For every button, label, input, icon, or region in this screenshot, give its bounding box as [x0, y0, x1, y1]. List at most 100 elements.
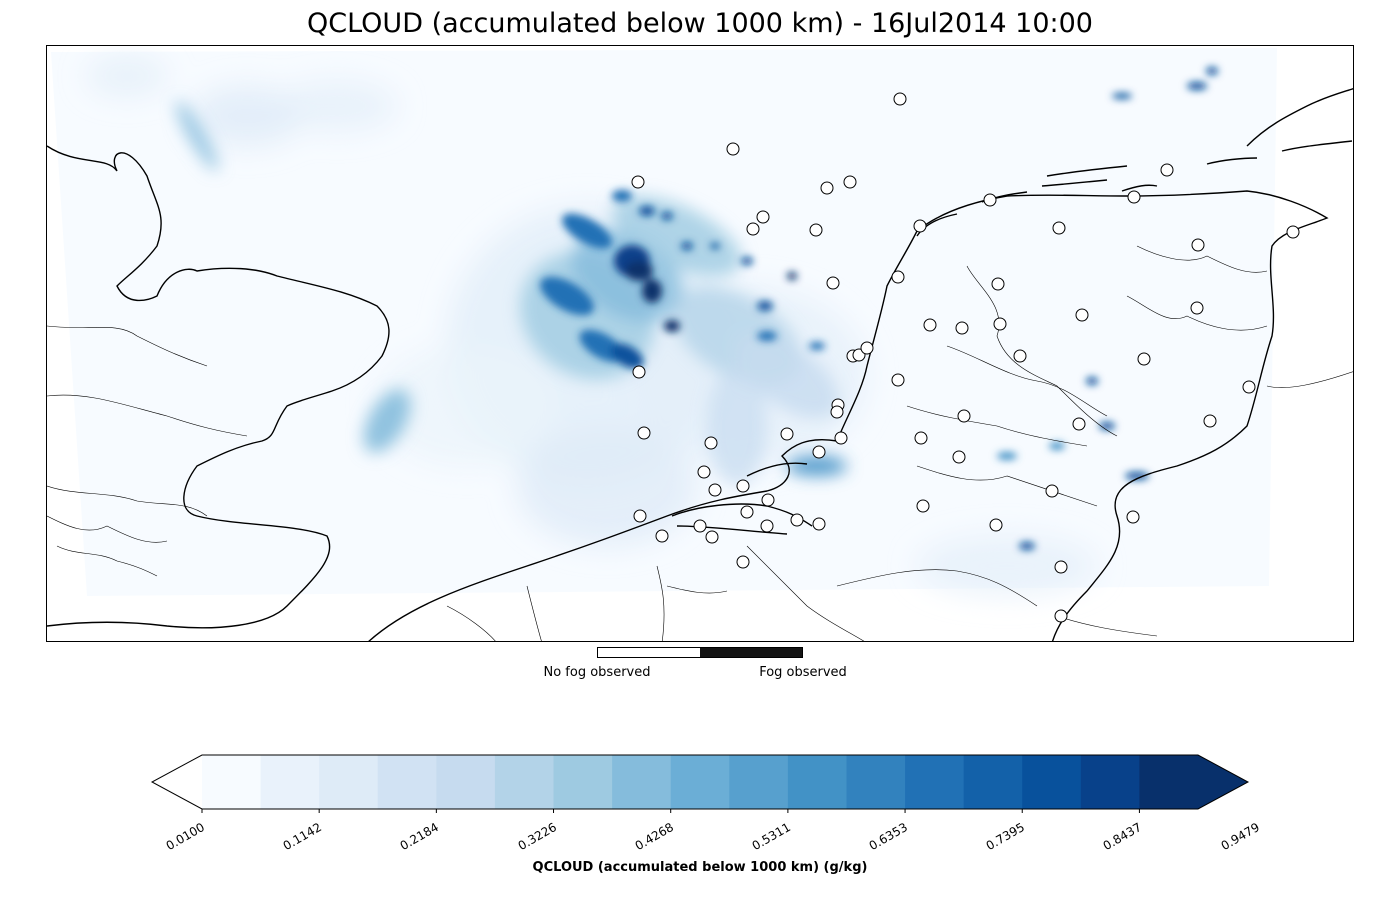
- station-marker: [746, 222, 760, 236]
- colorbar-tick-label: 0.7395: [983, 820, 1028, 854]
- colorbar-tick-label: 0.1142: [280, 820, 325, 854]
- station-marker: [697, 465, 711, 479]
- station-marker: [1052, 221, 1066, 235]
- colorbar-bin: [787, 755, 847, 809]
- station-marker: [631, 175, 645, 189]
- colorbar-graphic: [150, 754, 1258, 814]
- colorbar-tick-label: 0.3226: [515, 820, 559, 854]
- colorbar-tick-label: 0.8437: [1101, 820, 1145, 854]
- colorbar-bin: [963, 755, 1023, 809]
- colorbar-bin: [494, 755, 555, 809]
- station-marker: [952, 450, 966, 464]
- station-marker: [991, 277, 1005, 291]
- station-marker: [812, 517, 826, 531]
- colorbar: [150, 753, 1258, 817]
- colorbar-bin: [905, 755, 965, 809]
- station-marker: [1072, 417, 1086, 431]
- station-marker: [843, 175, 857, 189]
- station-marker: [1126, 510, 1140, 524]
- station-marker: [1190, 301, 1204, 315]
- station-marker: [820, 181, 834, 195]
- station-marker: [983, 193, 997, 207]
- colorbar-bin: [1080, 755, 1140, 809]
- colorbar-tick-label: 0.2184: [397, 820, 442, 854]
- colorbar-bin: [377, 755, 437, 809]
- station-marker: [914, 431, 928, 445]
- station-marker: [1013, 349, 1027, 363]
- station-marker: [708, 483, 722, 497]
- station-marker: [1242, 380, 1256, 394]
- colorbar-bin: [260, 755, 320, 809]
- station-marker: [1286, 225, 1300, 239]
- colorbar-tick-label: 0.6353: [866, 820, 911, 854]
- station-marker: [740, 505, 754, 519]
- station-marker: [834, 431, 848, 445]
- station-marker: [655, 529, 669, 543]
- map-panel[interactable]: [46, 45, 1354, 642]
- station-marker: [1137, 352, 1151, 366]
- qcloud-map: [47, 48, 1353, 641]
- station-marker: [780, 427, 794, 441]
- station-marker: [993, 317, 1007, 331]
- colorbar-bin: [1139, 755, 1199, 809]
- station-marker: [830, 405, 844, 419]
- colorbar-bin: [202, 755, 262, 809]
- station-marker: [704, 436, 718, 450]
- station-marker: [955, 321, 969, 335]
- station-marker: [1054, 609, 1068, 623]
- station-marker: [891, 373, 905, 387]
- station-marker: [826, 276, 840, 290]
- station-marker: [1075, 308, 1089, 322]
- fog-observation-legend: [597, 647, 803, 658]
- colorbar-bin: [1022, 755, 1082, 809]
- station-marker: [632, 365, 646, 379]
- map-title: QCLOUD (accumulated below 1000 km) - 16J…: [307, 8, 1093, 39]
- colorbar-label: QCLOUD (accumulated below 1000 km) (g/kg…: [532, 860, 868, 875]
- station-marker: [893, 92, 907, 106]
- admin-borders: [47, 245, 1353, 641]
- colorbar-bin: [729, 755, 789, 809]
- no-fog-label: No fog observed: [543, 665, 651, 680]
- colorbar-bin: [612, 755, 672, 809]
- station-marker: [1191, 238, 1205, 252]
- station-marker: [756, 210, 770, 224]
- station-marker: [809, 223, 823, 237]
- station-marker: [891, 270, 905, 284]
- station-marker: [726, 142, 740, 156]
- station-marker: [860, 341, 874, 355]
- colorbar-bin: [553, 755, 613, 809]
- cloud-cells-dense: [540, 67, 1218, 550]
- station-marker: [923, 318, 937, 332]
- fog-label: Fog observed: [759, 665, 847, 680]
- station-marker: [989, 518, 1003, 532]
- colorbar-tick-label: 0.0100: [163, 820, 207, 854]
- station-marker: [957, 409, 971, 423]
- observation-stations: [631, 92, 1300, 623]
- station-marker: [913, 219, 927, 233]
- colorbar-bin: [846, 755, 906, 809]
- station-marker: [1045, 484, 1059, 498]
- fog-swatch: [700, 648, 802, 657]
- station-marker: [812, 445, 826, 459]
- colorbar-bin: [436, 755, 496, 809]
- colorbar-over-triangle: [1198, 755, 1248, 809]
- colorbar-outline: [150, 754, 1250, 810]
- station-marker: [1160, 163, 1174, 177]
- colorbar-tick-label: 0.4268: [632, 820, 676, 854]
- station-marker: [633, 509, 647, 523]
- colorbar-bin: [670, 755, 730, 809]
- station-marker: [637, 426, 651, 440]
- station-marker: [1127, 190, 1141, 204]
- station-marker: [1054, 560, 1068, 574]
- colorbar-under-triangle: [152, 755, 202, 809]
- station-marker: [760, 519, 774, 533]
- station-marker: [705, 530, 719, 544]
- station-marker: [916, 499, 930, 513]
- station-marker: [693, 519, 707, 533]
- no-fog-swatch: [598, 648, 700, 657]
- colorbar-tick-label: 0.9479: [1218, 820, 1262, 854]
- colorbar-bin: [319, 755, 379, 809]
- station-marker: [736, 555, 750, 569]
- colorbar-tick-label: 0.5311: [749, 820, 793, 854]
- station-marker: [761, 493, 775, 507]
